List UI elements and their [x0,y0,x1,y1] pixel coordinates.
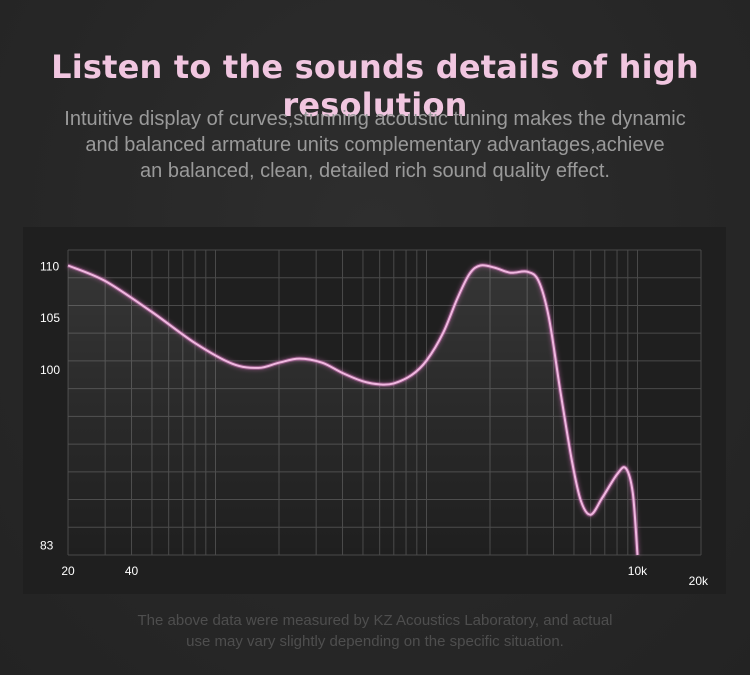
x-tick-label: 20 [61,564,75,578]
footnote-line: The above data were measured by KZ Acous… [137,612,613,629]
y-tick-label: 105 [40,311,60,325]
subtitle-line: an balanced, clean, detailed rich sound … [140,160,610,182]
y-tick-label: 110 [40,260,59,274]
x-tick-label: 40 [125,564,139,578]
footnote-line: use may vary slightly depending on the s… [186,633,564,650]
y-tick-label: 83 [40,539,54,553]
footnote: The above data were measured by KZ Acous… [75,610,675,652]
frequency-response-chart: 110 105 100 83 20 40 10k 20k [23,227,726,594]
x-tick-label: 10k [628,564,648,578]
subtitle-line: and balanced armature units complementar… [85,134,665,156]
x-tick-label: 20k [689,574,709,588]
subtitle: Intuitive display of curves,stunning aco… [25,106,725,184]
curve-area [68,265,638,555]
y-tick-label: 100 [40,363,60,377]
subtitle-line: Intuitive display of curves,stunning aco… [64,108,686,130]
chart-canvas: 110 105 100 83 20 40 10k 20k [40,249,709,588]
frequency-response-line [67,264,639,556]
page-title: Listen to the sounds details of high res… [51,48,699,124]
